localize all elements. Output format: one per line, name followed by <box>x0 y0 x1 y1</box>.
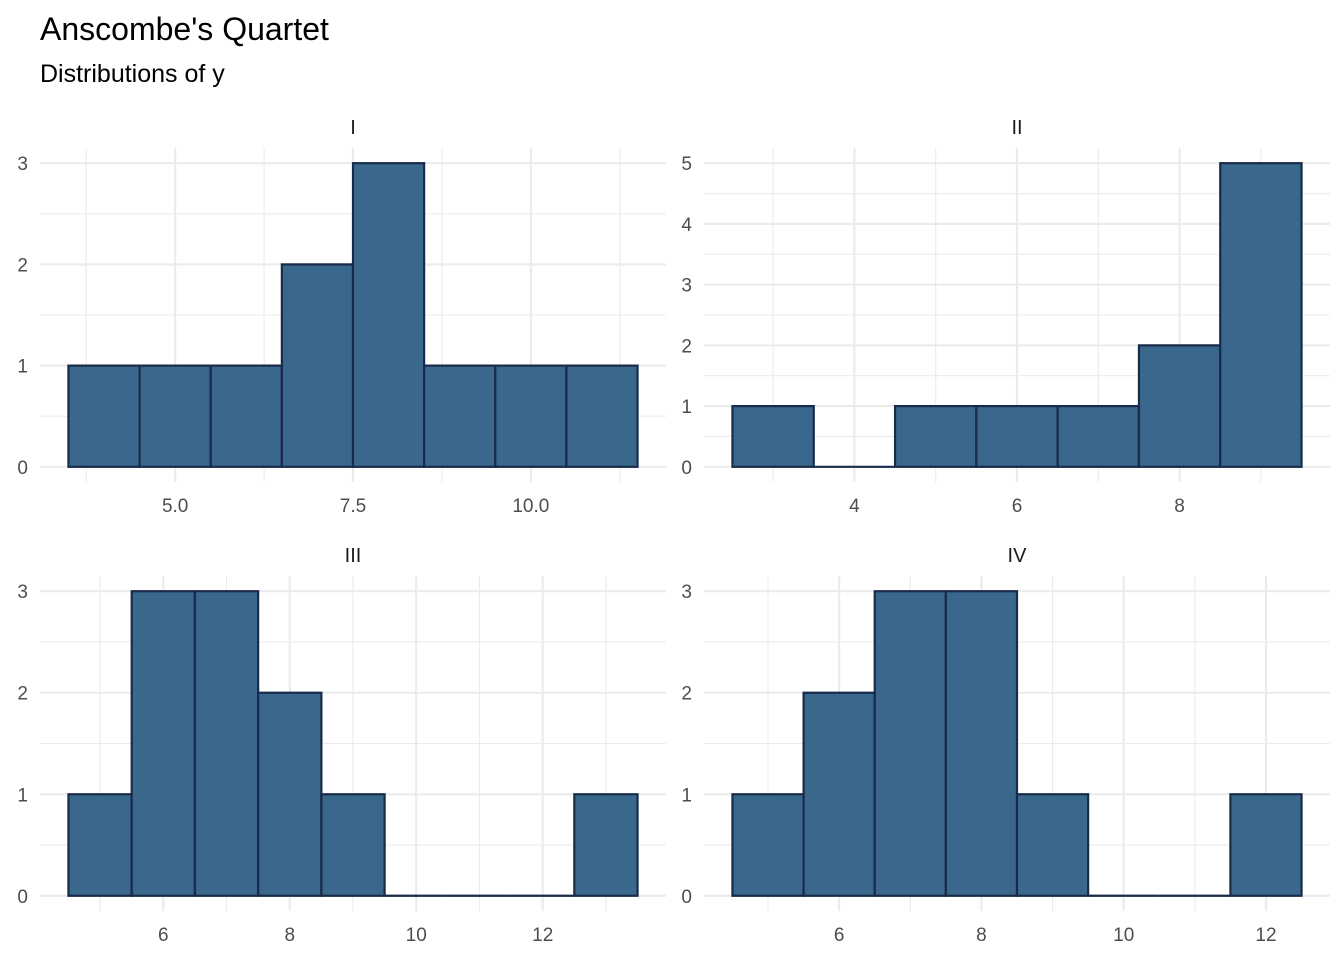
y-tick-label: 2 <box>17 255 28 276</box>
histogram-bar <box>565 364 639 468</box>
panel-strip-label: I <box>350 117 356 139</box>
x-tick-label: 8 <box>976 925 987 946</box>
x-tick-label: 7.5 <box>340 496 366 517</box>
histogram-bar <box>67 793 133 897</box>
histogram-bar <box>802 691 876 897</box>
y-tick-label: 2 <box>681 684 692 705</box>
panel-strip-label: III <box>345 545 362 567</box>
y-tick-label: 0 <box>17 458 28 479</box>
y-tick-label: 3 <box>681 582 692 603</box>
x-tick-label: 10 <box>406 925 427 946</box>
x-tick-label: 12 <box>1255 925 1276 946</box>
y-tick-label: 2 <box>17 684 28 705</box>
y-tick-label: 5 <box>681 154 692 175</box>
panel-I: I 5.0 7.5 10.0 0 1 2 3 <box>17 117 666 517</box>
chart-subtitle: Distributions of y <box>40 60 225 88</box>
histogram-bar <box>975 404 1059 468</box>
y-tick-label: 1 <box>17 357 28 378</box>
histogram-bar <box>130 590 197 897</box>
y-tick-label: 3 <box>17 582 28 603</box>
y-tick-label: 0 <box>681 458 692 479</box>
panel-strip-label: II <box>1011 117 1022 139</box>
histogram-bar <box>1219 162 1303 468</box>
histogram-bar <box>193 590 260 897</box>
histogram-bar <box>573 793 639 897</box>
x-tick-label: 5.0 <box>162 496 188 517</box>
y-tick-label: 1 <box>681 785 692 806</box>
y-tick-label: 1 <box>681 397 692 418</box>
x-tick-label: 4 <box>849 496 860 517</box>
histogram-bar <box>873 590 947 897</box>
histogram-bar <box>944 590 1019 897</box>
x-tick-label: 10 <box>1113 925 1134 946</box>
y-tick-label: 4 <box>681 215 692 236</box>
x-tick-label: 6 <box>1012 496 1023 517</box>
histogram-bar <box>893 404 978 468</box>
chart-title: Anscombe's Quartet <box>40 11 329 47</box>
histogram-bar <box>494 364 568 468</box>
x-tick-label: 6 <box>158 925 169 946</box>
y-tick-label: 2 <box>681 336 692 357</box>
histogram-bar <box>209 364 283 468</box>
histogram-bar <box>257 691 323 897</box>
histogram-bar <box>1137 344 1222 468</box>
histogram-bar <box>351 162 426 468</box>
histogram-bar <box>320 793 386 897</box>
histogram-bar <box>1056 404 1141 468</box>
histogram-bar <box>1229 793 1303 897</box>
y-tick-label: 3 <box>681 276 692 297</box>
histogram-bar <box>423 364 497 468</box>
histogram-bar <box>731 793 805 897</box>
y-tick-label: 0 <box>17 887 28 908</box>
x-tick-label: 12 <box>532 925 553 946</box>
x-tick-label: 10.0 <box>512 496 549 517</box>
histogram-bar <box>731 404 815 468</box>
histogram-bar <box>1015 793 1090 897</box>
x-tick-label: 8 <box>1174 496 1185 517</box>
x-tick-label: 8 <box>284 925 295 946</box>
y-tick-label: 0 <box>681 887 692 908</box>
y-tick-label: 1 <box>17 785 28 806</box>
x-tick-label: 6 <box>834 925 845 946</box>
histogram-bar <box>280 263 355 468</box>
histogram-bar <box>138 364 212 468</box>
panel-strip-label: IV <box>1008 545 1028 567</box>
panel-II: II 4 6 8 0 1 2 3 4 5 <box>681 117 1330 517</box>
histogram-bar <box>67 364 141 468</box>
y-tick-label: 3 <box>17 154 28 175</box>
